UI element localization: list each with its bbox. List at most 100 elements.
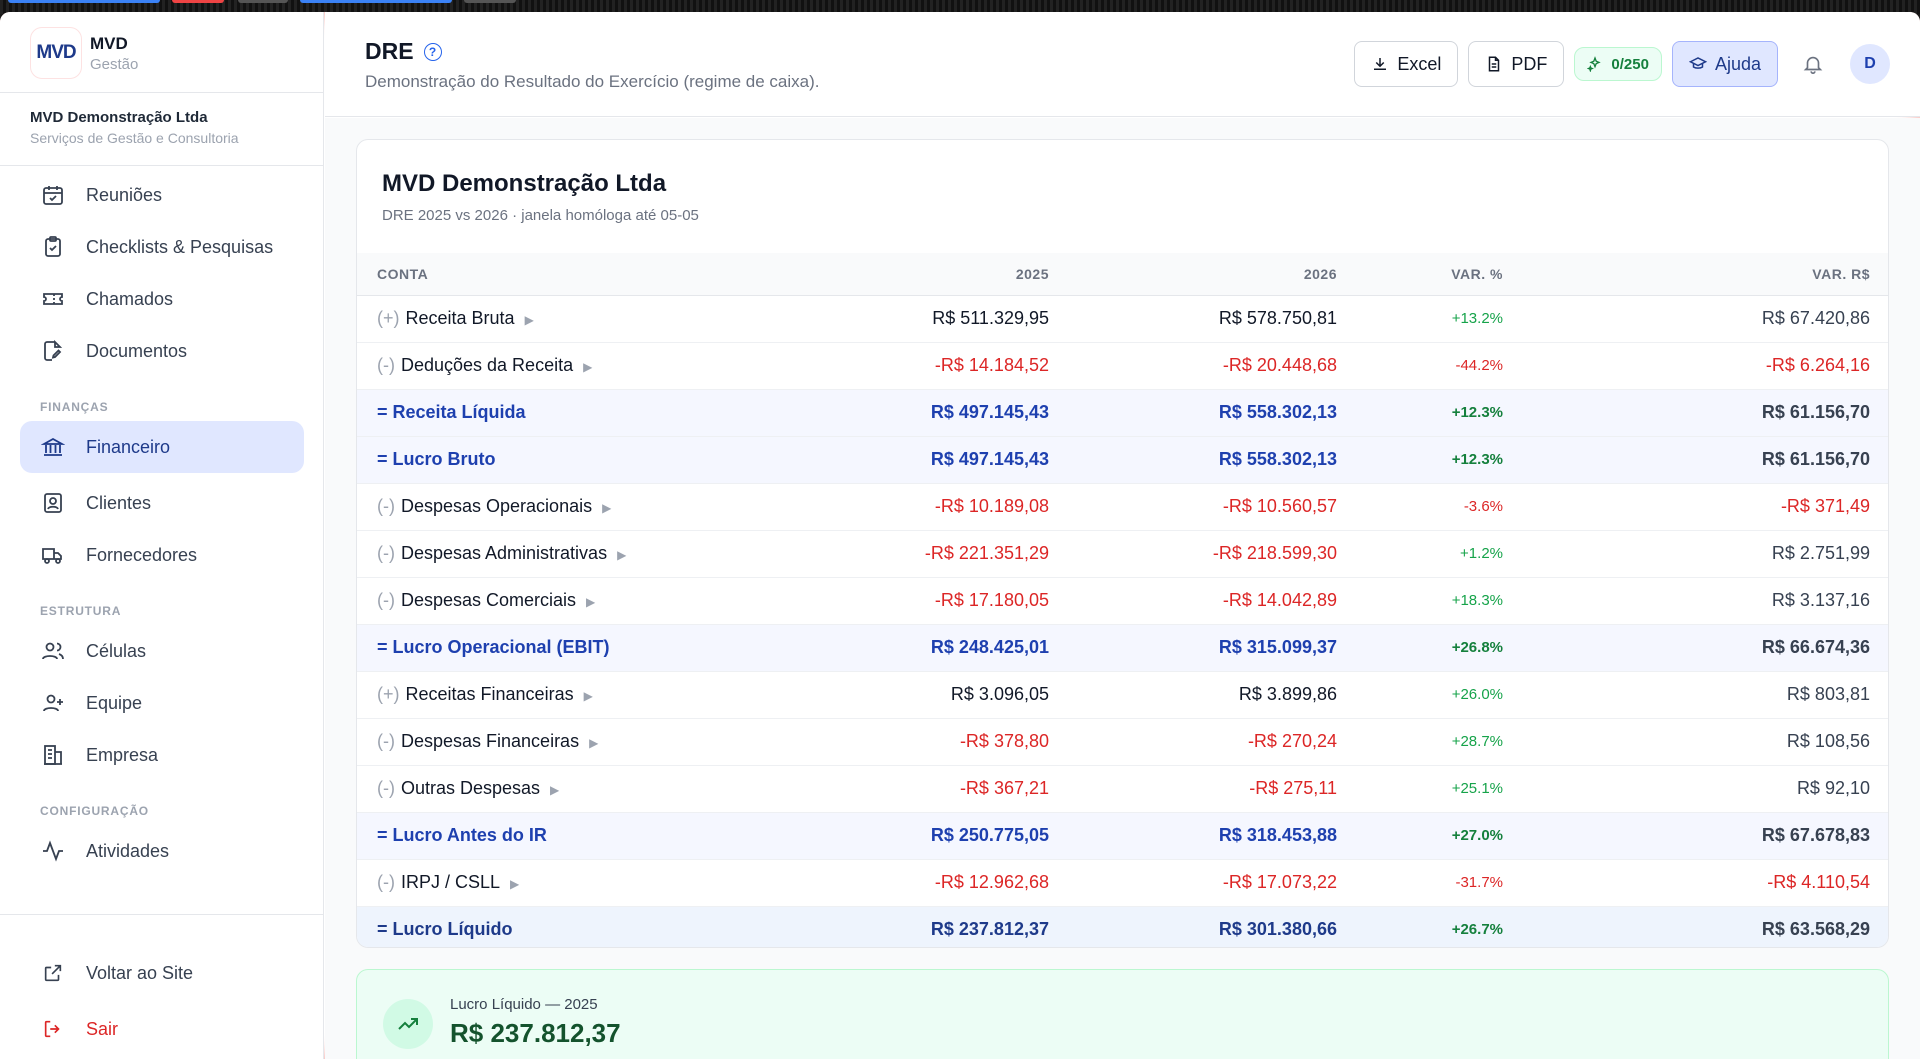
account-cell: (-) Outras Despesas ▶ (357, 765, 797, 812)
table-row[interactable]: (+) Receita Bruta ▶ R$ 511.329,95 R$ 578.750… (357, 295, 1888, 342)
value-2026-cell: R$ 318.453,88 (1218, 825, 1337, 845)
bell-icon[interactable] (1800, 51, 1826, 77)
account-cell: = Lucro Bruto (357, 436, 797, 483)
value-2026-cell: -R$ 20.448,68 (1222, 355, 1337, 375)
account-sign: (-) (377, 731, 395, 751)
sidebar-item-chamados[interactable]: Chamados (20, 273, 304, 325)
sidebar-item-label: Clientes (86, 492, 152, 513)
variation-amount-cell: -R$ 371,49 (1780, 496, 1870, 516)
brand[interactable]: MVD MVD Gestão (30, 26, 138, 80)
sidebar-item-equipe[interactable]: Equipe (20, 677, 304, 729)
value-2025-cell: -R$ 10.189,08 (934, 496, 1049, 516)
value-2025-cell: R$ 3.096,05 (950, 684, 1049, 704)
help-button[interactable]: Ajuda (1671, 41, 1778, 87)
sidebar-item-fornecedores[interactable]: Fornecedores (20, 529, 304, 581)
account-cell: = Lucro Líquido (357, 906, 797, 947)
browser-tab[interactable] (8, 0, 160, 3)
variation-percent-cell: +26.7% (1451, 921, 1503, 938)
dre-table: CONTA 2025 2026 VAR. % VAR. R$ (+) Receit… (357, 253, 1888, 947)
browser-tab[interactable] (464, 0, 516, 3)
account-cell: = Receita Líquida (357, 389, 797, 436)
table-row[interactable]: (-) Deduções da Receita ▶ -R$ 14.184,52 -R$ … (357, 342, 1888, 389)
help-circle-icon[interactable]: ? (423, 42, 442, 61)
bank-icon (40, 434, 66, 460)
variation-amount-cell: R$ 2.751,99 (1771, 543, 1870, 563)
logout-button[interactable]: Sair (20, 1003, 304, 1055)
summary-label: Lucro Líquido — 2025 (450, 996, 598, 1013)
table-row: = Lucro Líquido R$ 237.812,37 R$ 301.380,6… (357, 906, 1888, 947)
expand-caret-icon[interactable]: ▶ (589, 736, 599, 750)
brand-subtitle: Gestão (90, 55, 139, 73)
expand-caret-icon[interactable]: ▶ (510, 877, 520, 891)
table-row[interactable]: (-) Despesas Administrativas ▶ -R$ 221.351,… (357, 530, 1888, 577)
sidebar-item-documentos[interactable]: Documentos (20, 325, 304, 377)
account-cell: (+) Receitas Financeiras ▶ (357, 671, 797, 718)
expand-caret-icon[interactable]: ▶ (583, 689, 593, 703)
account-label: = Lucro Antes do IR (377, 825, 547, 845)
users-icon (40, 638, 66, 664)
table-row[interactable]: (-) Outras Despesas ▶ -R$ 367,21 -R$ 275,11 +… (357, 765, 1888, 812)
table-row[interactable]: (+) Receitas Financeiras ▶ R$ 3.096,05 R$ 3.… (357, 671, 1888, 718)
sidebar-item-reunioes[interactable]: Reuniões (20, 169, 304, 221)
value-2026-cell: R$ 3.899,86 (1238, 684, 1337, 704)
account-sign: (-) (377, 778, 395, 798)
export-pdf-button[interactable]: PDF (1468, 41, 1565, 87)
variation-amount-cell: R$ 92,10 (1796, 778, 1870, 798)
company-name: MVD Demonstração Ltda (30, 109, 208, 126)
account-sign: (-) (377, 355, 395, 375)
avatar[interactable]: D (1850, 44, 1890, 84)
brand-logo: MVD (30, 27, 82, 79)
export-excel-button[interactable]: Excel (1354, 41, 1459, 87)
browser-tab[interactable] (238, 0, 288, 3)
sidebar-item-empresa[interactable]: Empresa (20, 729, 304, 781)
account-label: Despesas Administrativas (400, 543, 608, 563)
value-2025-cell: R$ 237.812,37 (930, 919, 1049, 939)
sidebar-item-celulas[interactable]: Células (20, 625, 304, 677)
nav-section-finance: FINANÇAS (40, 400, 109, 414)
expand-caret-icon[interactable]: ▶ (524, 313, 534, 327)
account-label: Outras Despesas (400, 778, 541, 798)
table-row[interactable]: (-) Despesas Operacionais ▶ -R$ 10.189,08 -R… (357, 483, 1888, 530)
table-row[interactable]: (-) Despesas Comerciais ▶ -R$ 17.180,05 -R$ … (357, 577, 1888, 624)
value-2026-cell: R$ 301.380,66 (1218, 919, 1337, 939)
expand-caret-icon[interactable]: ▶ (583, 360, 593, 374)
back-to-site-link[interactable]: Voltar ao Site (20, 947, 304, 999)
expand-caret-icon[interactable]: ▶ (617, 548, 627, 562)
expand-caret-icon[interactable]: ▶ (586, 595, 596, 609)
variation-percent-cell: +12.3% (1451, 451, 1503, 468)
nav-section-config: CONFIGURAÇÃO (40, 804, 149, 818)
clipboard-check-icon (40, 234, 66, 260)
value-2025-cell: -R$ 221.351,29 (924, 543, 1049, 563)
user-plus-icon (40, 690, 66, 716)
expand-caret-icon[interactable]: ▶ (550, 783, 560, 797)
variation-amount-cell: R$ 63.568,29 (1761, 919, 1870, 939)
value-2025-cell: -R$ 367,21 (959, 778, 1049, 798)
variation-amount-cell: R$ 3.137,16 (1771, 590, 1870, 610)
variation-percent-cell: +18.3% (1451, 592, 1503, 609)
nav-section-structure: ESTRUTURA (40, 604, 122, 618)
sidebar-item-label: Documentos (86, 340, 188, 361)
company-info: MVD Demonstração Ltda Serviços de Gestão… (30, 109, 310, 146)
help-label: Ajuda (1714, 53, 1761, 74)
card-title: MVD Demonstração Ltda (382, 170, 667, 197)
sidebar-item-atividades[interactable]: Atividades (20, 825, 304, 877)
account-sign: (-) (377, 543, 395, 563)
account-label: = Lucro Operacional (EBIT) (377, 637, 610, 657)
sidebar-item-financeiro[interactable]: Financeiro (20, 421, 304, 473)
sidebar-item-label: Chamados (86, 288, 174, 309)
table-row[interactable]: (-) IRPJ / CSLL ▶ -R$ 12.962,68 -R$ 17.073,2… (357, 859, 1888, 906)
pdf-label: PDF (1511, 53, 1548, 74)
variation-percent-cell: +12.3% (1451, 404, 1503, 421)
table-row: = Lucro Antes do IR R$ 250.775,05 R$ 318.4… (357, 812, 1888, 859)
expand-caret-icon[interactable]: ▶ (602, 501, 612, 515)
sidebar-item-checklists[interactable]: Checklists & Pesquisas (20, 221, 304, 273)
browser-tab[interactable] (300, 0, 452, 3)
browser-tab[interactable] (172, 0, 224, 3)
sidebar-nav: Reuniões Checklists & Pesquisas Chamados… (20, 165, 304, 877)
sidebar-item-clientes[interactable]: Clientes (20, 477, 304, 529)
building-icon (40, 742, 66, 768)
table-row[interactable]: (-) Despesas Financeiras ▶ -R$ 378,80 -R$ 27… (357, 718, 1888, 765)
variation-amount-cell: R$ 108,56 (1786, 731, 1870, 751)
sidebar-item-label: Reuniões (86, 184, 163, 205)
ai-credits-badge[interactable]: 0/250 (1574, 47, 1662, 81)
